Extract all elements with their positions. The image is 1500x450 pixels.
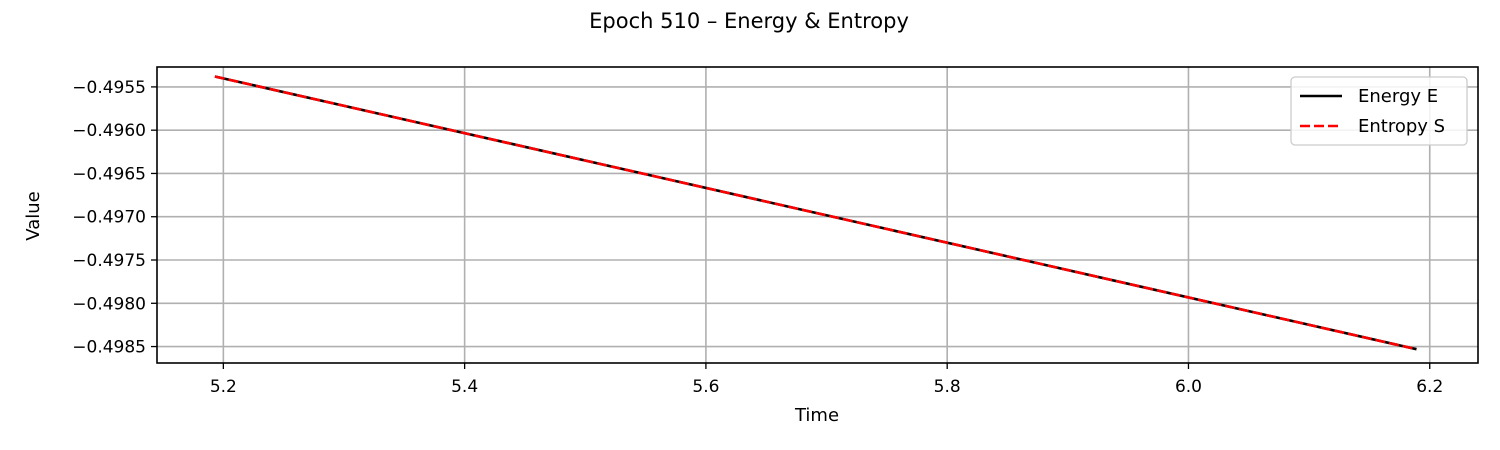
x-tick-label: 5.2 bbox=[210, 377, 237, 397]
x-axis: 5.2 5.4 5.6 5.8 6.0 6.2 bbox=[210, 363, 1443, 397]
legend: Energy E Entropy S bbox=[1290, 76, 1468, 146]
plot-frame bbox=[156, 66, 1479, 364]
y-tick-label: −0.4985 bbox=[72, 338, 146, 358]
series-line-entropy-s bbox=[214, 75, 1417, 351]
x-tick-label: 5.8 bbox=[934, 377, 961, 397]
x-axis-label: Time bbox=[794, 405, 839, 426]
x-tick-label: 6.2 bbox=[1416, 377, 1443, 397]
legend-box bbox=[1290, 76, 1468, 146]
y-tick-label: −0.4980 bbox=[72, 294, 146, 314]
chart-title: Epoch 510 – Energy & Entropy bbox=[589, 9, 909, 33]
legend-label: Entropy S bbox=[1358, 116, 1445, 137]
y-tick-label: −0.4975 bbox=[72, 251, 146, 271]
y-axis: −0.4955 −0.4960 −0.4965 −0.4970 −0.4975 −0.49… bbox=[72, 78, 157, 358]
y-axis-label: Value bbox=[23, 191, 44, 240]
x-tick-label: 5.4 bbox=[451, 377, 478, 397]
series-group bbox=[214, 75, 1417, 351]
y-tick-label: −0.4970 bbox=[72, 208, 146, 228]
y-tick-label: −0.4960 bbox=[72, 121, 146, 141]
y-tick-label: −0.4965 bbox=[72, 164, 146, 184]
y-tick-label: −0.4955 bbox=[72, 78, 146, 98]
x-tick-label: 6.0 bbox=[1175, 377, 1202, 397]
legend-label: Energy E bbox=[1358, 86, 1438, 107]
x-tick-label: 5.6 bbox=[692, 377, 719, 397]
